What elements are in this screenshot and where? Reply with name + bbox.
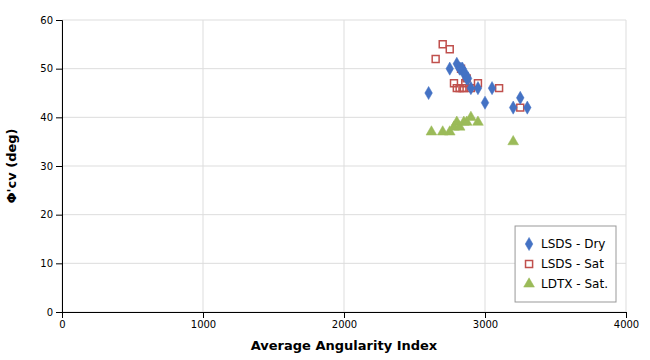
legend-symbol	[526, 260, 533, 267]
series-points	[425, 57, 531, 114]
y-tick-mark	[56, 312, 62, 313]
x-tick: 1000	[191, 312, 216, 330]
legend-label: LSDS - Sat	[541, 257, 604, 271]
x-axis: 0 1000 2000 3000 4000	[59, 312, 639, 330]
y-grid-line	[62, 68, 626, 69]
y-tick-label: 10	[40, 258, 53, 269]
y-tick: 40	[40, 112, 62, 123]
legend-label: LSDS - Dry	[541, 237, 605, 251]
chart: 0 1000 2000 3000 4000 0 10 20 30 40 50 60 LSDS - Dry…	[0, 0, 650, 360]
y-tick-mark	[56, 263, 62, 264]
point	[473, 116, 484, 125]
point	[516, 91, 524, 104]
point	[425, 86, 433, 99]
point	[432, 55, 439, 62]
legend-label: LDTX - Sat.	[541, 277, 608, 291]
x-tick-mark	[203, 312, 204, 318]
point	[524, 101, 532, 114]
y-tick: 30	[40, 161, 62, 172]
point	[467, 82, 475, 95]
point	[426, 126, 437, 135]
point	[474, 82, 482, 95]
y-tick-mark	[56, 166, 62, 167]
x-axis-line	[63, 313, 627, 319]
x-tick-label: 3000	[473, 319, 498, 330]
y-grid-line	[62, 20, 626, 21]
x-tick-label: 0	[59, 319, 65, 330]
point	[517, 104, 524, 111]
x-tick-label: 4000	[614, 319, 639, 330]
y-tick: 60	[40, 15, 62, 26]
y-tick-mark	[56, 20, 62, 21]
x-axis-title: Average Angularity Index	[251, 338, 438, 353]
x-tick: 0	[59, 312, 65, 330]
y-tick-mark	[56, 215, 62, 216]
x-tick: 3000	[473, 312, 498, 330]
point	[488, 82, 496, 95]
legend-item: LDTX - Sat.	[524, 277, 608, 291]
y-tick-label: 60	[40, 15, 53, 26]
plot-area: 0 1000 2000 3000 4000 0 10 20 30 40 50 60 LSDS - Dry…	[40, 15, 639, 330]
y-axis-title: Φ'cv (deg)	[4, 128, 19, 203]
y-grid-line	[62, 214, 626, 215]
y-tick-mark	[56, 117, 62, 118]
legend-item: LSDS - Dry	[525, 237, 605, 251]
series-points	[432, 41, 524, 111]
x-tick-mark	[344, 312, 345, 318]
point	[481, 96, 489, 109]
legend-symbol	[525, 237, 533, 250]
legend-symbol	[524, 278, 535, 287]
point	[509, 101, 517, 114]
y-tick: 0	[47, 307, 62, 318]
point	[466, 111, 477, 120]
y-tick: 50	[40, 63, 62, 74]
legend-item: LSDS - Sat	[526, 257, 605, 271]
y-tick-label: 0	[47, 307, 53, 318]
point	[508, 135, 519, 144]
x-tick-mark	[485, 312, 486, 318]
legend-box	[515, 226, 616, 302]
y-tick-label: 40	[40, 112, 53, 123]
y-axis: 0 10 20 30 40 50 60	[40, 15, 62, 318]
y-axis-line	[56, 21, 63, 313]
y-tick-mark	[56, 69, 62, 70]
x-tick: 2000	[332, 312, 357, 330]
series-points	[426, 111, 519, 145]
point	[496, 85, 503, 92]
x-tick-label: 2000	[332, 319, 357, 330]
legend: LSDS - Dry LSDS - Sat LDTX - Sat.	[515, 226, 616, 302]
x-tick-mark	[626, 312, 627, 318]
y-tick-label: 50	[40, 63, 53, 74]
y-tick: 10	[40, 258, 62, 269]
y-grid-line	[62, 166, 626, 167]
point	[446, 62, 454, 75]
y-tick: 20	[40, 209, 62, 220]
points	[425, 41, 531, 145]
y-grid-line	[62, 117, 626, 118]
x-tick: 4000	[614, 312, 639, 330]
y-tick-label: 20	[40, 209, 53, 220]
y-tick-label: 30	[40, 161, 53, 172]
point	[446, 46, 453, 53]
grid	[62, 20, 626, 312]
x-tick-label: 1000	[191, 319, 216, 330]
point	[439, 41, 446, 48]
